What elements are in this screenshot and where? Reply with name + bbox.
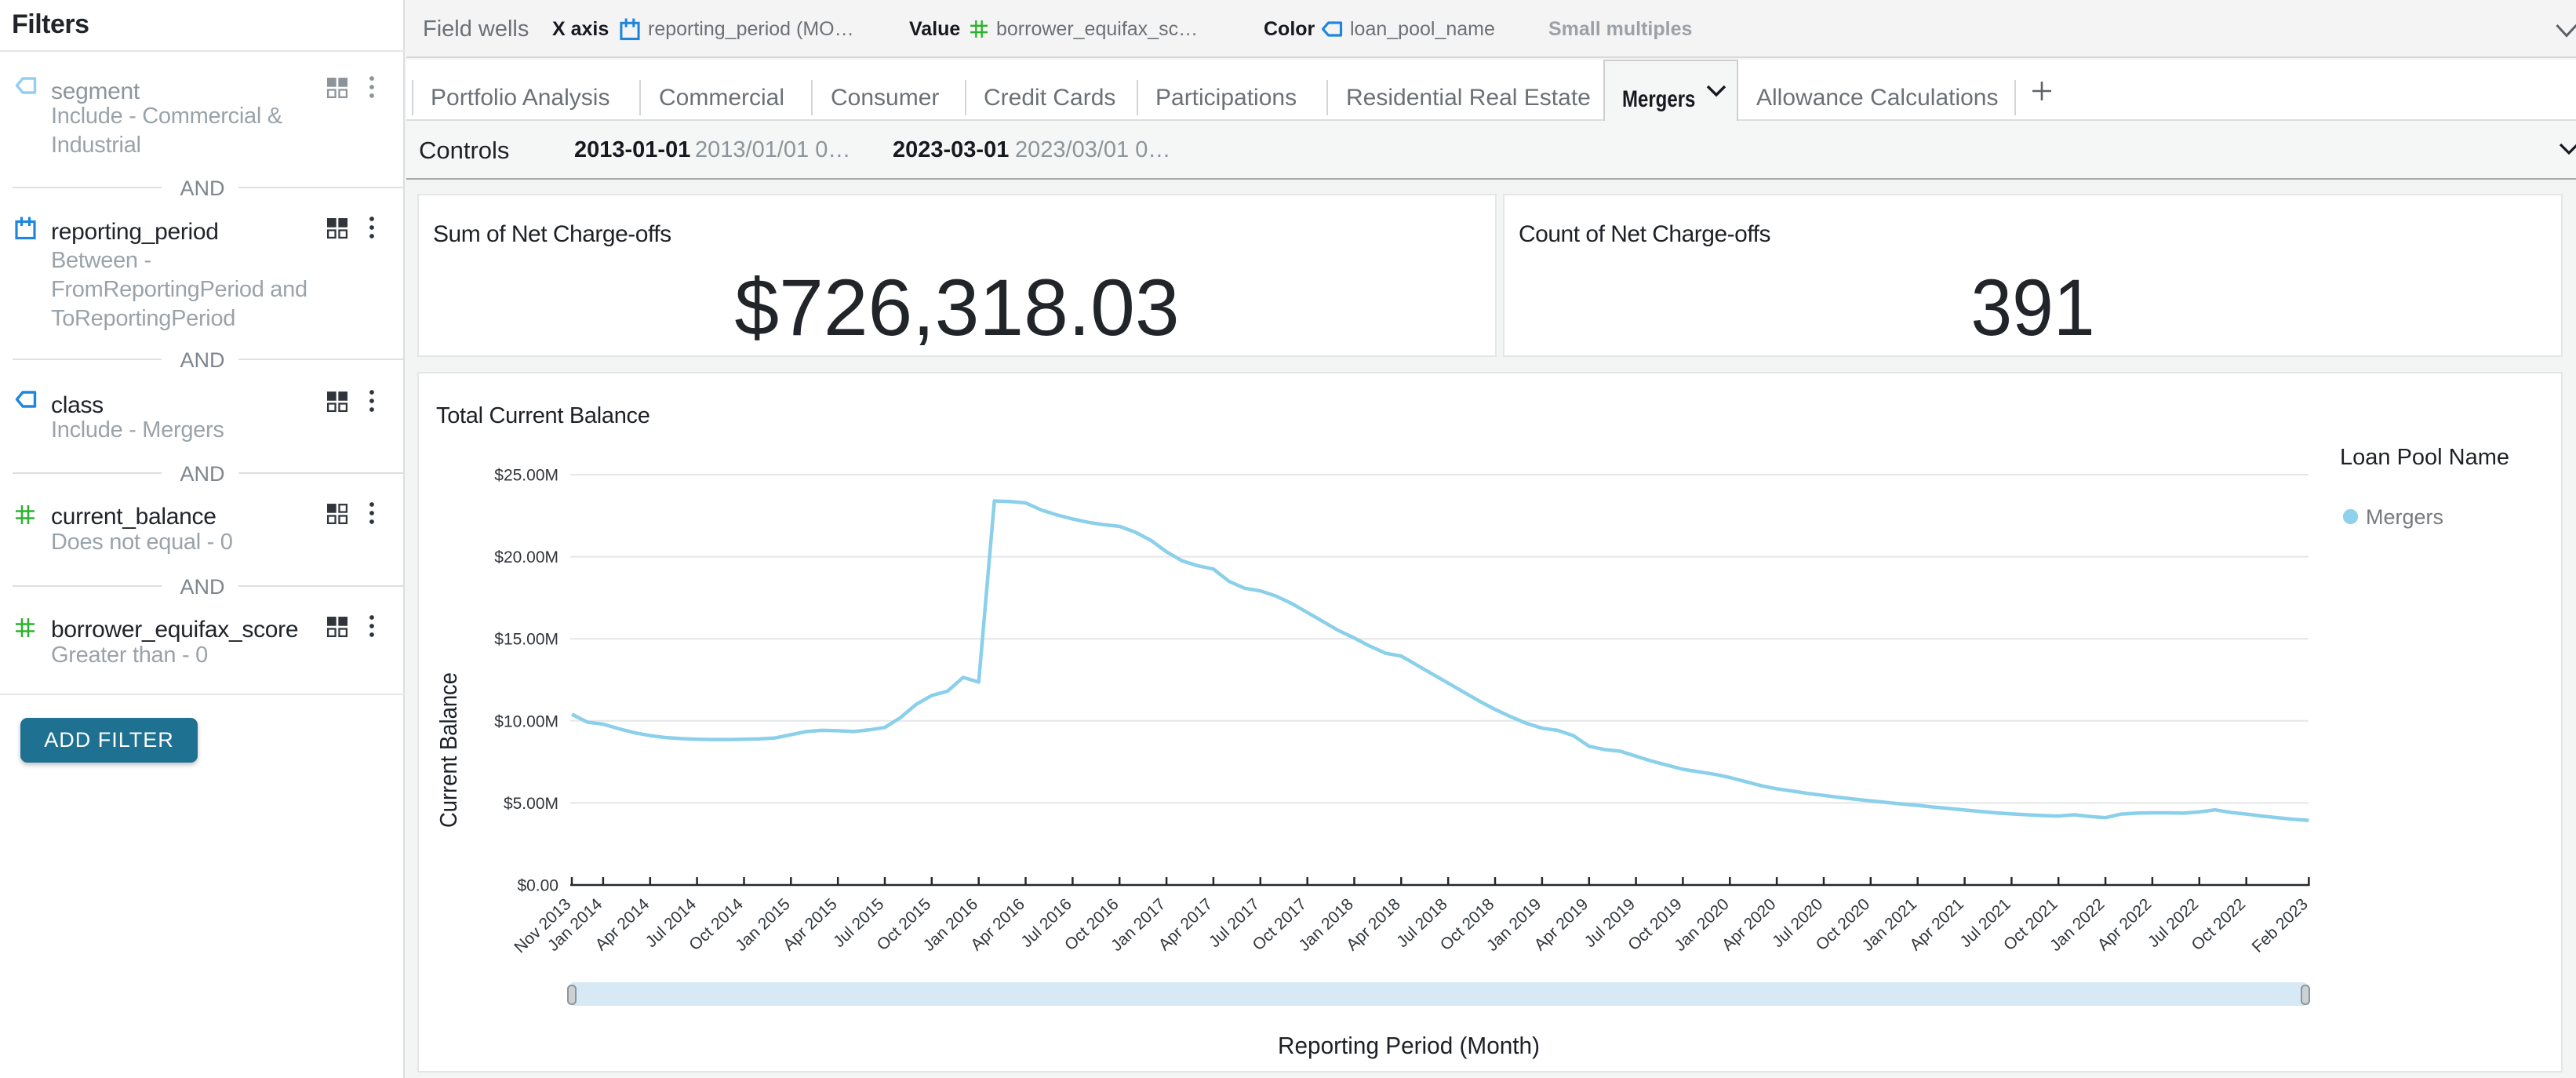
- svg-text:Feb 2023: Feb 2023: [2249, 895, 2312, 956]
- svg-text:Reporting Period (Month): Reporting Period (Month): [1278, 1032, 1540, 1059]
- svg-text:$15.00M: $15.00M: [494, 631, 558, 649]
- svg-text:$0.00: $0.00: [517, 877, 558, 895]
- svg-text:$20.00M: $20.00M: [494, 548, 558, 566]
- svg-text:$5.00M: $5.00M: [504, 795, 558, 813]
- svg-text:$10.00M: $10.00M: [494, 712, 558, 730]
- svg-text:Current Balance: Current Balance: [435, 672, 462, 828]
- svg-text:$25.00M: $25.00M: [494, 467, 558, 485]
